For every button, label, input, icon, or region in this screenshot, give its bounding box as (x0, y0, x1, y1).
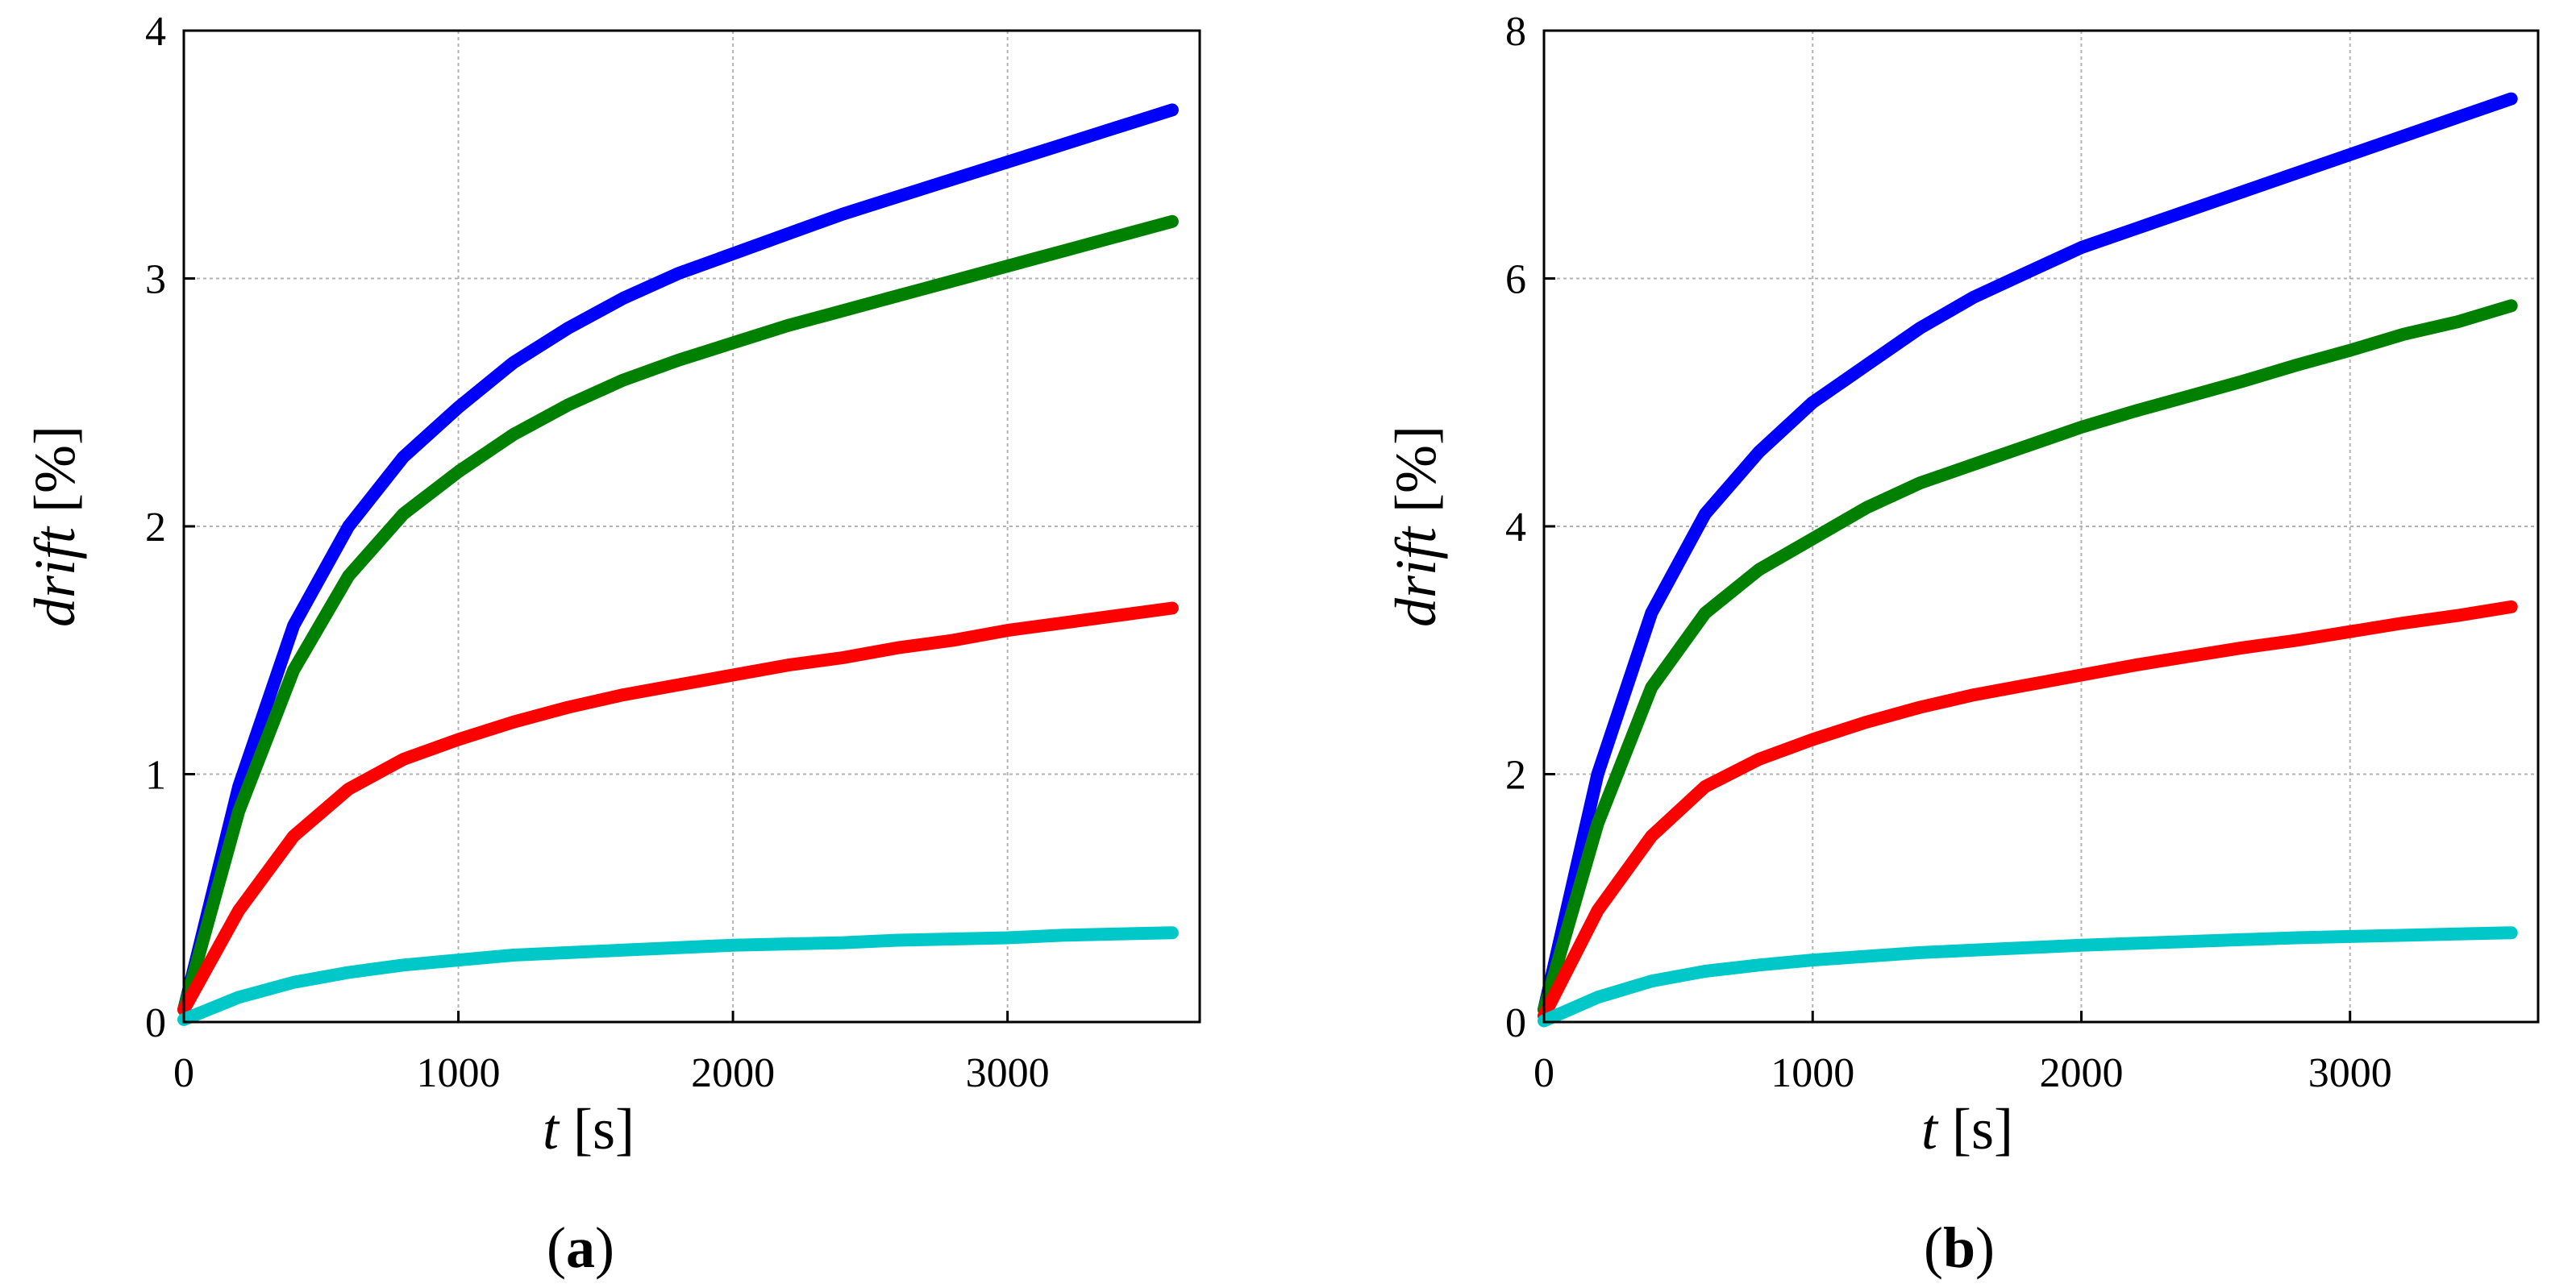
series-line-blue (177, 103, 1179, 1016)
caption-close: ) (1975, 1215, 1995, 1280)
y-axis-label: drift [%] (23, 426, 87, 627)
panel-caption: (a) (547, 1215, 614, 1280)
x-tick-label: 3000 (966, 1050, 1050, 1096)
x-tick-label: 1000 (417, 1050, 501, 1096)
y-tick-label: 0 (145, 1000, 166, 1046)
panel-b: 0 1000 2000 3000 0 2 4 6 8 t [s] drift [%] (b) (1384, 9, 2540, 1280)
x-axis-label: t [s] (543, 1097, 635, 1161)
panel-a: 0 1000 2000 3000 0 1 2 3 4 t [s] drift [%] (a) (23, 9, 1201, 1280)
y-axis-variable: drift (1384, 526, 1448, 627)
series-line-red (1538, 600, 2518, 1023)
x-tick-label: 3000 (2308, 1050, 2392, 1096)
y-tick-label: 0 (1505, 1000, 1526, 1046)
x-tick-label: 0 (1534, 1050, 1554, 1096)
x-axis-label: t [s] (1921, 1097, 2013, 1161)
caption-open: ( (547, 1215, 566, 1280)
y-tick-label: 4 (1505, 505, 1526, 551)
y-axis-unit: [%] (1384, 426, 1448, 513)
y-axis-variable: drift (23, 526, 87, 627)
x-axis-unit: [s] (573, 1097, 635, 1161)
x-tick-label: 2000 (2039, 1050, 2123, 1096)
y-tick-label: 4 (145, 9, 166, 55)
y-tick-label: 2 (145, 505, 166, 551)
caption-open: ( (1924, 1215, 1943, 1280)
y-tick-label: 6 (1505, 257, 1526, 303)
caption-close: ) (595, 1215, 614, 1280)
series-line-green (177, 214, 1179, 1016)
series-line-red (177, 601, 1179, 1016)
plot-frame (182, 29, 1201, 1024)
x-tick-label: 2000 (691, 1050, 775, 1096)
x-axis-unit: [s] (1952, 1097, 2013, 1161)
y-tick-label: 3 (145, 257, 166, 303)
x-tick-label: 0 (173, 1050, 194, 1096)
x-axis-variable: t (1921, 1097, 1939, 1161)
series-line-green (1538, 299, 2518, 1016)
series-line-cyan (177, 926, 1179, 1026)
y-tick-label: 2 (1505, 753, 1526, 799)
panel-caption: (b) (1924, 1215, 1995, 1280)
x-tick-label: 1000 (1771, 1050, 1854, 1096)
y-axis-label: drift [%] (1384, 426, 1448, 627)
y-axis-unit: [%] (23, 426, 87, 513)
caption-letter: b (1943, 1215, 1975, 1280)
y-tick-label: 1 (145, 753, 166, 799)
series-line-blue (1538, 92, 2518, 1016)
caption-letter: a (566, 1215, 595, 1280)
x-axis-variable: t (543, 1097, 560, 1161)
y-tick-label: 8 (1505, 9, 1526, 55)
series-line-cyan (1538, 926, 2518, 1028)
